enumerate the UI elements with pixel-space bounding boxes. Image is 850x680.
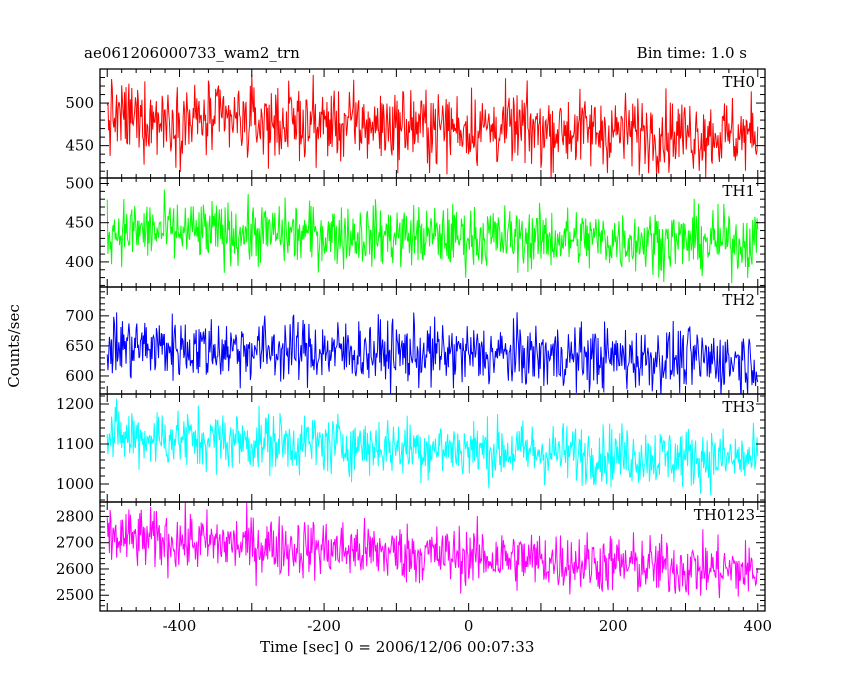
y-tick-label: 1100 <box>56 435 94 453</box>
x-tick-label: 200 <box>599 617 628 635</box>
panel-label-th2: TH2 <box>722 291 755 309</box>
series-line-th3 <box>106 398 759 496</box>
y-tick-label: 1000 <box>56 475 94 493</box>
panel-label-th0: TH0 <box>722 73 755 91</box>
x-tick-label: -200 <box>307 617 341 635</box>
bin-time-label: Bin time: 1.0 s <box>636 44 747 62</box>
series-line-th0 <box>106 74 759 178</box>
y-tick-label: 500 <box>65 174 94 192</box>
chart-title-left: ae061206000733_wam2_trn <box>84 44 300 62</box>
y-axis-label: Counts/sec <box>5 304 23 388</box>
x-tick-label: 400 <box>743 617 772 635</box>
panel-label-th3: TH3 <box>722 398 755 416</box>
series-line-th2 <box>106 312 759 394</box>
y-tick-label: 600 <box>65 367 94 385</box>
panel-frame-th0123 <box>99 501 766 612</box>
y-tick-label: 450 <box>65 214 94 232</box>
y-tick-label: 500 <box>65 94 94 112</box>
series-line-th0123 <box>106 502 759 599</box>
x-tick-label: 0 <box>464 617 474 635</box>
panel-label-th0123: TH0123 <box>694 506 755 524</box>
y-tick-label: 2800 <box>56 507 94 525</box>
y-tick-label: 2600 <box>56 560 94 578</box>
y-tick-label: 1200 <box>56 395 94 413</box>
x-axis-label: Time [sec] 0 = 2006/12/06 00:07:33 <box>260 638 535 656</box>
series-line-th1 <box>106 189 759 284</box>
y-tick-label: 700 <box>65 307 94 325</box>
y-tick-label: 2500 <box>56 586 94 604</box>
y-tick-label: 400 <box>65 253 94 271</box>
y-tick-label: 450 <box>65 137 94 155</box>
panel-label-th1: TH1 <box>722 182 755 200</box>
y-tick-label: 2700 <box>56 534 94 552</box>
x-tick-label: -400 <box>163 617 197 635</box>
y-tick-label: 650 <box>65 337 94 355</box>
